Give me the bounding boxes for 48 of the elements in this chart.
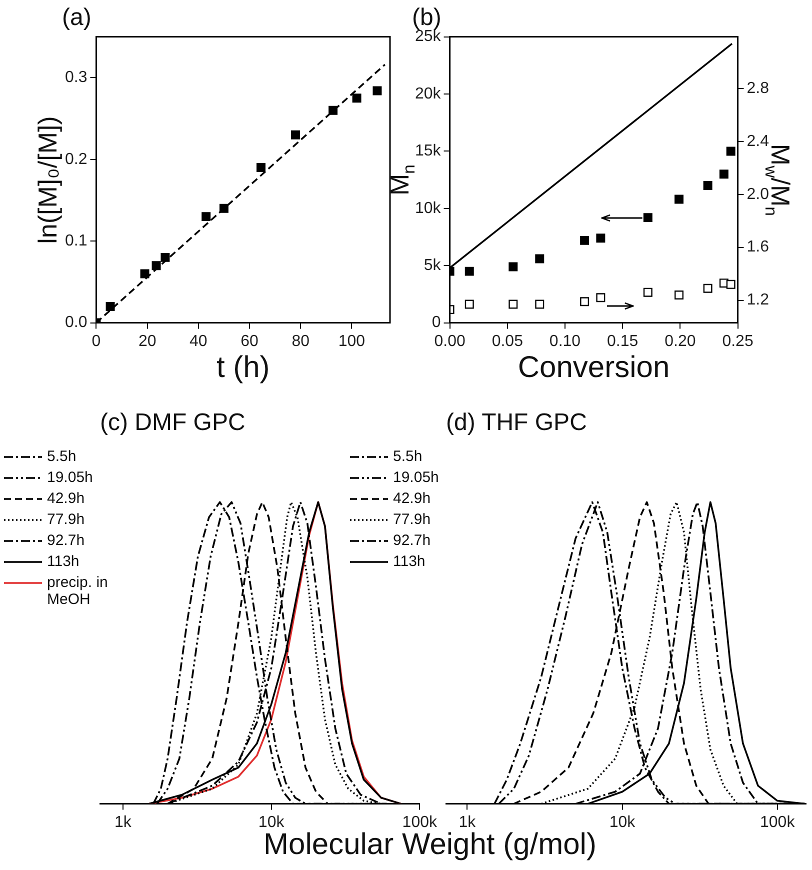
x-tick-label: 60 [240, 332, 259, 350]
x-tick-label: 100 [338, 332, 366, 350]
x-axis-title: t (h) [216, 350, 270, 385]
x-tick-label: 0.25 [722, 332, 754, 350]
legend-label: 42.9h [47, 490, 86, 507]
legend-label: 77.9h [47, 510, 86, 528]
x-tick-label: 0.20 [664, 332, 696, 350]
legend-label: 5.5h [47, 448, 78, 465]
x-tick-label: 80 [292, 332, 310, 350]
legend-label: 19.05h [393, 468, 440, 486]
chart-title: (a) [62, 4, 92, 32]
chart-title: (d) THF GPC [446, 409, 587, 436]
x-axis-title: Conversion [518, 350, 670, 385]
x-tick-label: 40 [190, 332, 208, 350]
y2-tick-label: 2.8 [746, 80, 770, 97]
y-tick-label: 0.1 [64, 232, 88, 250]
y-tick-label: 0.3 [64, 69, 88, 86]
legend-label: 92.7h [47, 532, 86, 549]
x-tick-label: 1k [114, 814, 132, 831]
x-tick-label: 100k [760, 814, 796, 831]
y-tick-label: 5k [424, 257, 442, 274]
x-tick-label: 0.10 [549, 332, 581, 350]
chart-title: (c) DMF GPC [100, 409, 246, 436]
x-tick-label: 0.15 [607, 332, 638, 350]
legend-label: 5.5h [393, 448, 424, 465]
y-tick-label: 0.2 [64, 150, 88, 168]
y-tick-label: 0.0 [64, 314, 88, 332]
y2-tick-label: 2.0 [746, 186, 770, 203]
y-tick-label: 0 [432, 314, 441, 332]
y2-tick-label: 2.4 [746, 132, 770, 150]
y-tick-label: 10k [415, 200, 442, 217]
x-tick-label: 0 [92, 332, 101, 350]
legend-label: 113h [393, 552, 426, 570]
legend-label: 92.7h [393, 532, 432, 549]
x-tick-label: 20 [138, 332, 156, 350]
legend-label: precip. in MeOH [47, 574, 109, 608]
y-tick-label: 20k [415, 85, 442, 102]
y-axis-title: ln([M]₀/[M]) [32, 116, 64, 244]
y2-tick-label: 1.6 [746, 238, 770, 256]
legend-label: 77.9h [393, 510, 432, 528]
legend-label: 19.05h [47, 468, 94, 486]
y-tick-label: 15k [415, 142, 442, 160]
legend-label: 113h [47, 552, 80, 570]
x-tick-label: 0.00 [434, 332, 466, 350]
y2-tick-label: 1.2 [746, 292, 770, 309]
x-tick-label: 10k [609, 814, 636, 831]
legend-label: 42.9h [393, 490, 432, 507]
x-tick-label: 0.05 [492, 332, 524, 350]
